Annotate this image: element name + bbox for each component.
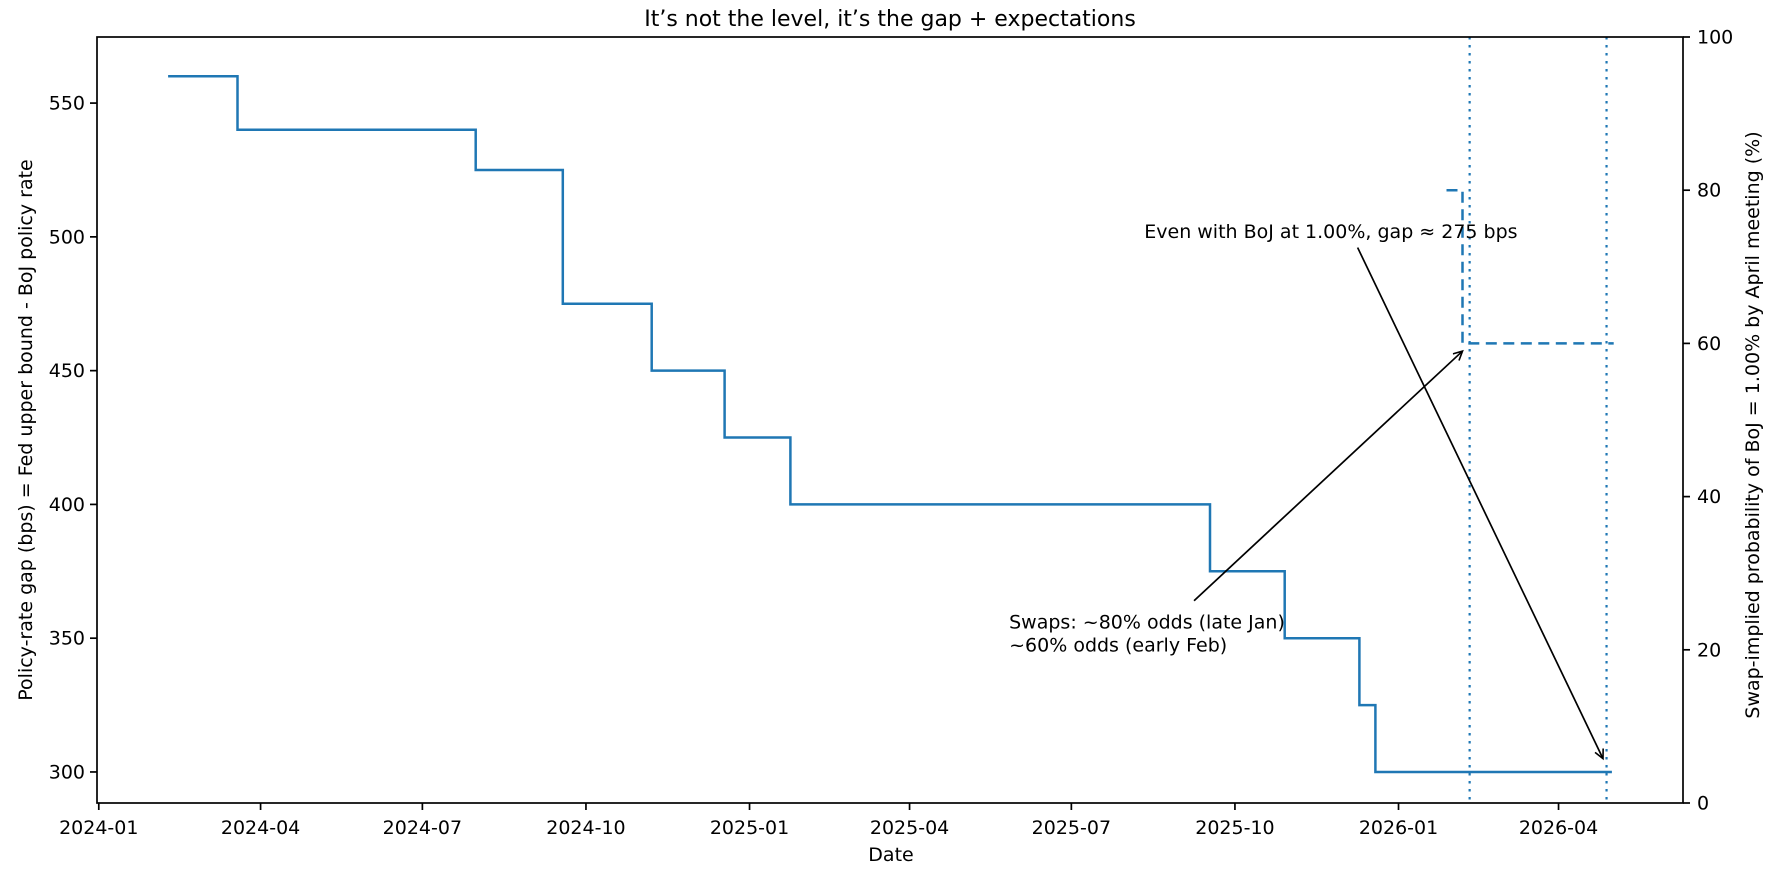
right-y-tick-label: 100 [1697, 27, 1733, 49]
left-y-tick-label: 500 [49, 226, 85, 248]
event-vlines [1468, 37, 1608, 803]
left-y-axis-label: Policy-rate gap (bps) = Fed upper bound … [15, 159, 37, 701]
x-tick-label: 2024-01 [59, 817, 138, 839]
gap-annotation-arrow [1356, 247, 1603, 759]
left-y-tick-label: 550 [49, 93, 85, 115]
x-axis-label: Date [868, 844, 914, 866]
right-y-axis-label: Swap-implied probability of BoJ = 1.00% … [1742, 131, 1764, 719]
x-tick-label: 2025-04 [870, 817, 949, 839]
right-y-tick-label: 40 [1697, 486, 1721, 508]
left-y-tick-label: 300 [49, 761, 85, 783]
left-y-tick-label: 350 [49, 628, 85, 650]
chart-title: It’s not the level, it’s the gap + expec… [644, 7, 1136, 32]
left-y-tick-label: 450 [49, 360, 85, 382]
x-tick-label: 2024-04 [221, 817, 300, 839]
series-policy-rate-gap-bps [168, 75, 1612, 774]
x-tick-label: 2024-10 [546, 817, 625, 839]
swaps-annotation-text: Swaps: ~80% odds (late Jan) ~60% odds (ea… [1009, 612, 1285, 657]
right-y-tick-label: 0 [1697, 793, 1709, 815]
series-swap-implied-probability-pct [1446, 188, 1614, 345]
x-tick-label: 2024-07 [383, 817, 462, 839]
data-series [168, 75, 1614, 774]
plot-border [96, 36, 1684, 804]
right-y-tick-label: 20 [1697, 639, 1721, 661]
right-y-tick-label: 60 [1697, 333, 1721, 355]
x-tick-label: 2025-07 [1032, 817, 1111, 839]
gap-annotation-text: Even with BoJ at 1.00%, gap ≈ 275 bps [1144, 221, 1517, 243]
x-tick-label: 2026-01 [1359, 817, 1438, 839]
x-tick-label: 2025-01 [710, 817, 789, 839]
x-tick-label: 2025-10 [1195, 817, 1274, 839]
right-y-tick-label: 80 [1697, 180, 1721, 202]
axes: 2024-01 2024-04 2024-07 2024-10 2025-01 2025-… [49, 27, 1734, 840]
x-tick-label: 2026-04 [1519, 817, 1598, 839]
left-y-tick-label: 400 [49, 494, 85, 516]
annotations: Even with BoJ at 1.00%, gap ≈ 275 bps Swa… [1009, 221, 1603, 759]
swaps-annotation-arrow [1193, 351, 1462, 602]
